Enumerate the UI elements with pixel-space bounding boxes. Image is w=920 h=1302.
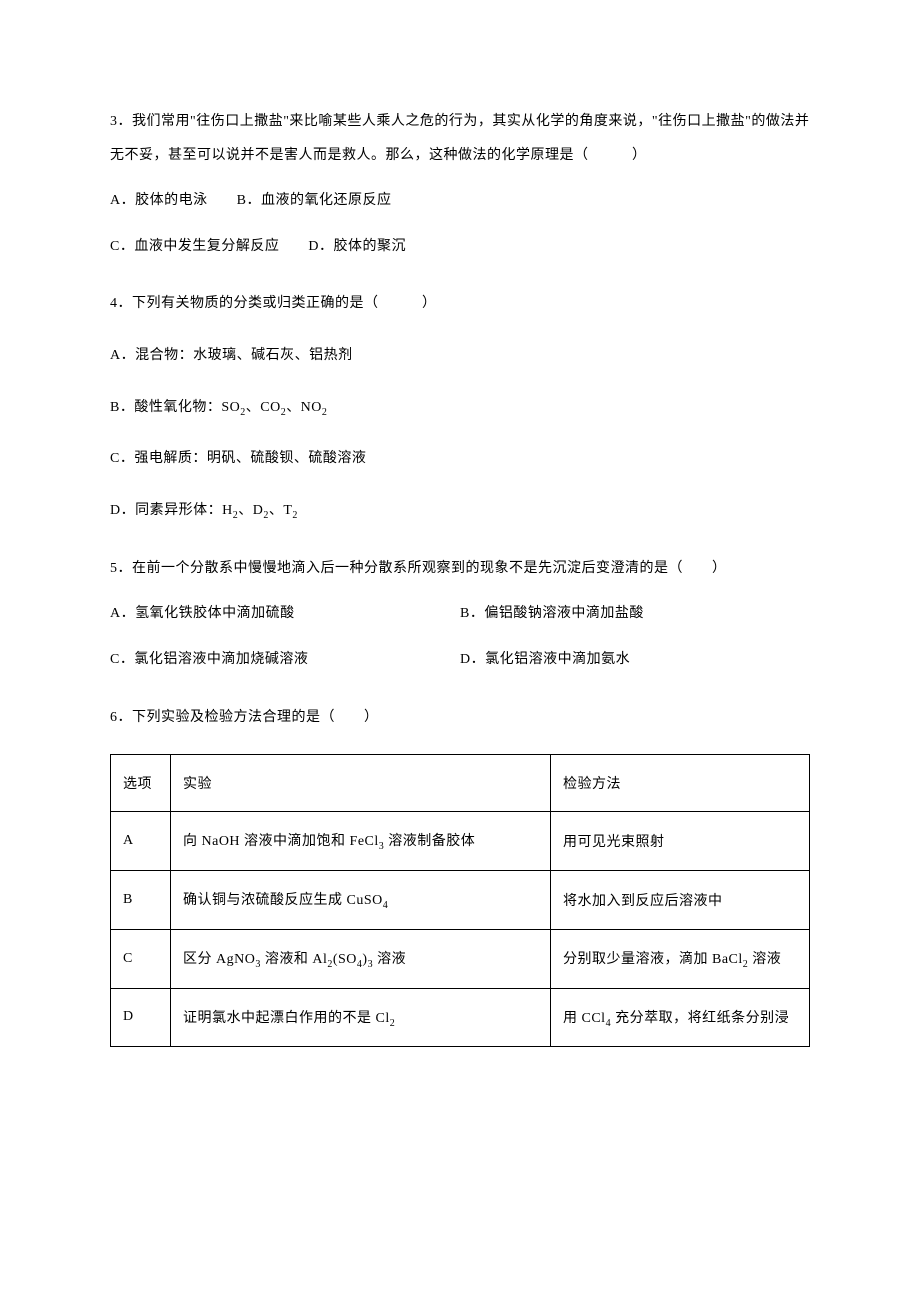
question-4-option-c: C．强电解质：明矾、硫酸钡、硫酸溶液: [110, 442, 810, 476]
question-3-text: 3．我们常用"往伤口上撒盐"来比喻某些人乘人之危的行为，其实从化学的角度来说，"…: [110, 105, 810, 172]
cell-experiment: 确认铜与浓硫酸反应生成 CuSO4: [171, 870, 551, 929]
cell-method: 分别取少量溶液，滴加 BaCl2 溶液: [551, 929, 810, 988]
header-option: 选项: [111, 755, 171, 812]
question-6: 6．下列实验及检验方法合理的是（ ） 选项 实验 检验方法 A 向 NaOH 溶…: [110, 701, 810, 1048]
table-row: A 向 NaOH 溶液中滴加饱和 FeCl3 溶液制备胶体 用可见光束照射: [111, 812, 810, 871]
table-row: D 证明氯水中起漂白作用的不是 Cl2 用 CCl4 充分萃取，将红纸条分别浸: [111, 988, 810, 1047]
question-3: 3．我们常用"往伤口上撒盐"来比喻某些人乘人之危的行为，其实从化学的角度来说，"…: [110, 105, 810, 263]
header-experiment: 实验: [171, 755, 551, 812]
question-6-text: 6．下列实验及检验方法合理的是（ ）: [110, 701, 810, 735]
cell-experiment: 区分 AgNO3 溶液和 Al2(SO4)3 溶液: [171, 929, 551, 988]
question-5-option-a: A．氢氧化铁胶体中滴加硫酸: [110, 597, 460, 631]
question-5-option-d: D．氯化铝溶液中滴加氨水: [460, 643, 810, 677]
header-method: 检验方法: [551, 755, 810, 812]
question-5-row-2: C．氯化铝溶液中滴加烧碱溶液 D．氯化铝溶液中滴加氨水: [110, 643, 810, 677]
cell-experiment: 证明氯水中起漂白作用的不是 Cl2: [171, 988, 551, 1047]
table-row: B 确认铜与浓硫酸反应生成 CuSO4 将水加入到反应后溶液中: [111, 870, 810, 929]
table-header-row: 选项 实验 检验方法: [111, 755, 810, 812]
cell-option: C: [111, 929, 171, 988]
table-row: C 区分 AgNO3 溶液和 Al2(SO4)3 溶液 分别取少量溶液，滴加 B…: [111, 929, 810, 988]
question-3-options-ab: A．胶体的电泳 B．血液的氧化还原反应: [110, 184, 810, 218]
question-3-options-cd: C．血液中发生复分解反应 D．胶体的聚沉: [110, 230, 810, 264]
question-5-option-b: B．偏铝酸钠溶液中滴加盐酸: [460, 597, 810, 631]
question-4-option-b: B．酸性氧化物：SO2、CO2、NO2: [110, 391, 810, 425]
question-6-table: 选项 实验 检验方法 A 向 NaOH 溶液中滴加饱和 FeCl3 溶液制备胶体…: [110, 754, 810, 1047]
cell-option: A: [111, 812, 171, 871]
cell-method: 用 CCl4 充分萃取，将红纸条分别浸: [551, 988, 810, 1047]
cell-method: 用可见光束照射: [551, 812, 810, 871]
question-5-text: 5．在前一个分散系中慢慢地滴入后一种分散系所观察到的现象不是先沉淀后变澄清的是（…: [110, 552, 810, 586]
question-4-option-a: A．混合物：水玻璃、碱石灰、铝热剂: [110, 339, 810, 373]
question-5-option-c: C．氯化铝溶液中滴加烧碱溶液: [110, 643, 460, 677]
cell-method: 将水加入到反应后溶液中: [551, 870, 810, 929]
question-4-text: 4．下列有关物质的分类或归类正确的是（ ）: [110, 287, 810, 321]
question-5-row-1: A．氢氧化铁胶体中滴加硫酸 B．偏铝酸钠溶液中滴加盐酸: [110, 597, 810, 631]
question-4-option-d: D．同素异形体：H2、D2、T2: [110, 494, 810, 528]
cell-experiment: 向 NaOH 溶液中滴加饱和 FeCl3 溶液制备胶体: [171, 812, 551, 871]
question-5: 5．在前一个分散系中慢慢地滴入后一种分散系所观察到的现象不是先沉淀后变澄清的是（…: [110, 552, 810, 677]
question-4: 4．下列有关物质的分类或归类正确的是（ ） A．混合物：水玻璃、碱石灰、铝热剂 …: [110, 287, 810, 527]
cell-option: D: [111, 988, 171, 1047]
cell-option: B: [111, 870, 171, 929]
